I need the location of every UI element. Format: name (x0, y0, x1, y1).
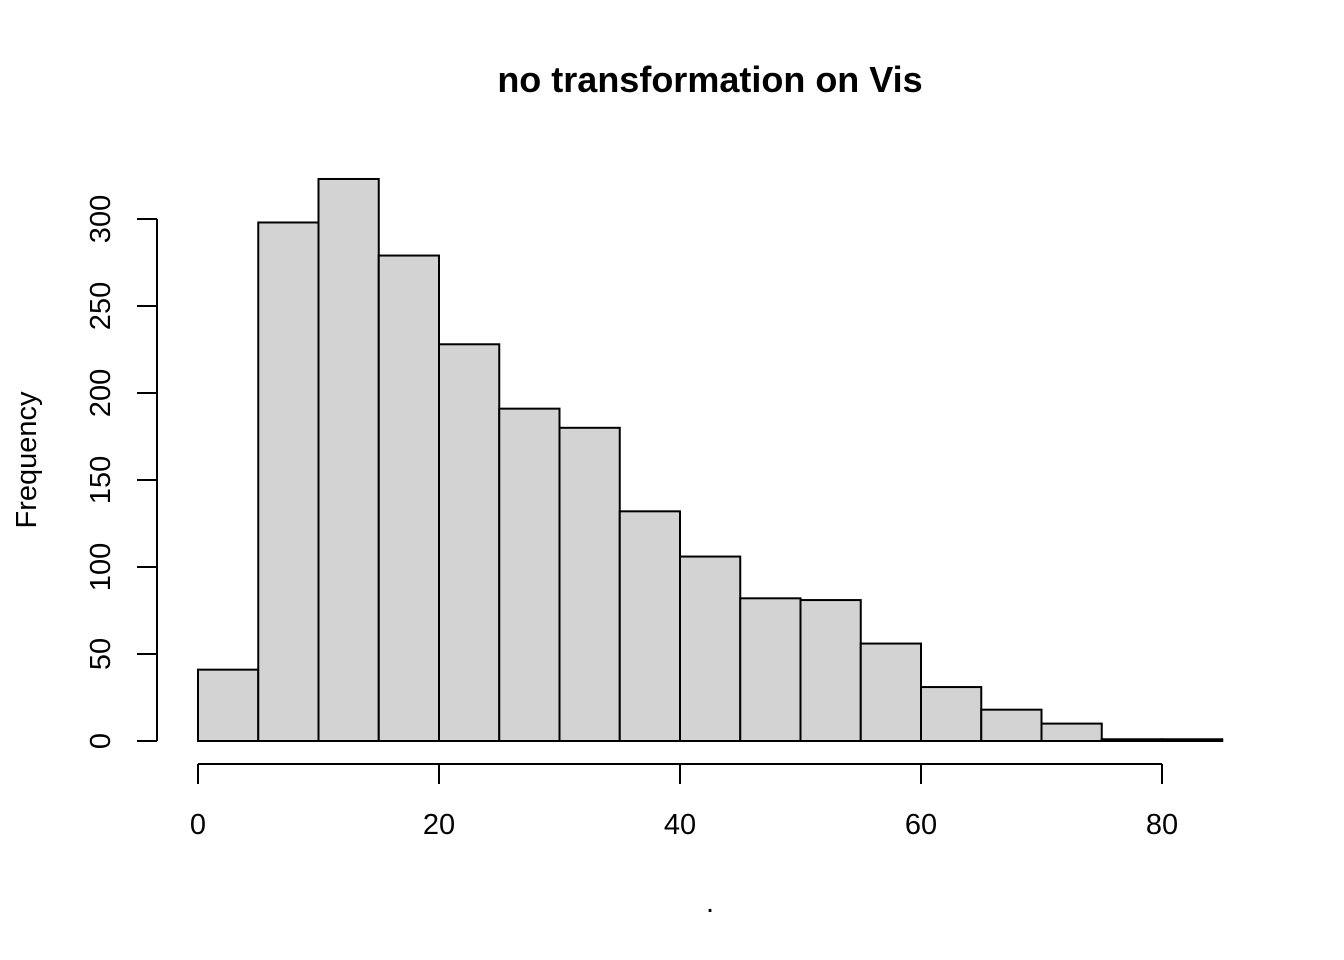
y-tick-label: 50 (85, 638, 117, 670)
y-tick-label: 300 (85, 195, 117, 243)
histogram-bar (257, 221, 320, 743)
y-axis-label: Frequency (11, 391, 43, 529)
y-tick-label: 200 (85, 369, 117, 417)
histogram-bar (920, 686, 983, 742)
histogram-bar (679, 555, 742, 742)
x-tick-label: 40 (664, 809, 696, 841)
x-tick-label: 0 (190, 809, 206, 841)
y-tick-label: 250 (85, 282, 117, 330)
histogram-bar (739, 597, 802, 742)
x-tick-label: 80 (1146, 809, 1178, 841)
histogram-bar (558, 426, 621, 742)
histogram-bar (799, 599, 862, 742)
histogram-bar (1040, 722, 1103, 742)
y-axis: 0 50 100 150 200 250 300 (85, 195, 158, 749)
histogram-bar (438, 343, 501, 742)
histogram-bar (317, 177, 380, 743)
y-tick-label: 150 (85, 456, 117, 504)
bars-group (197, 177, 1224, 743)
histogram-bar (618, 510, 681, 742)
x-tick-label: 60 (905, 809, 937, 841)
y-tick-label: 0 (85, 733, 117, 749)
x-axis: 0 20 40 60 80 (190, 763, 1178, 841)
x-tick-label: 20 (423, 809, 455, 841)
histogram-bar (197, 668, 260, 742)
histogram-bar (498, 407, 561, 742)
histogram-bar (859, 642, 922, 742)
histogram-bar (1161, 738, 1224, 743)
y-tick-label: 100 (85, 543, 117, 591)
x-axis-label: . (706, 887, 714, 919)
histogram-bar (980, 708, 1043, 742)
chart-title: no transformation on Vis (497, 59, 922, 100)
histogram-bar (377, 254, 440, 742)
histogram-bar (1100, 738, 1163, 743)
